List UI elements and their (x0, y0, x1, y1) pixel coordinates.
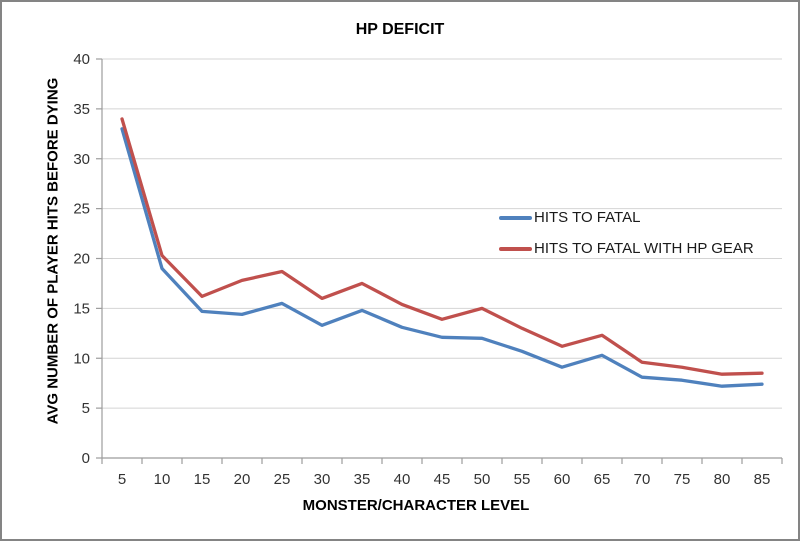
series-line-red (120, 117, 764, 376)
x-tick-label: 45 (434, 471, 451, 488)
x-tick-label: 40 (394, 471, 411, 488)
y-tick-label: 25 (73, 201, 90, 218)
legend-label-hits-to-fatal-with-hp-gear: HITS TO FATAL WITH HP GEAR (534, 240, 754, 257)
x-tick-label: 25 (274, 471, 291, 488)
x-tick-label: 15 (194, 471, 211, 488)
x-tick-label: 75 (674, 471, 691, 488)
legend-label-hits-to-fatal: HITS TO FATAL (534, 209, 641, 226)
x-axis-title: MONSTER/CHARACTER LEVEL (302, 497, 530, 514)
x-tick-label: 85 (754, 471, 771, 488)
x-tick-label: 10 (154, 471, 171, 488)
y-tick-label: 0 (82, 450, 90, 467)
x-tick-label: 50 (474, 471, 491, 488)
legend: HITS TO FATAL HITS TO FATAL WITH HP GEAR (499, 202, 754, 264)
x-tick-label: 80 (714, 471, 731, 488)
y-tick-label: 40 (73, 51, 90, 68)
y-tick-label: 30 (73, 151, 90, 168)
series-line-blue (120, 127, 764, 388)
x-tick-label: 55 (514, 471, 531, 488)
y-tick-label: 5 (82, 400, 90, 417)
x-tick-label: 35 (354, 471, 371, 488)
legend-line-red-icon (499, 246, 532, 251)
y-tick-label: 15 (73, 300, 90, 317)
x-tick-label: 5 (118, 471, 126, 488)
y-tick-label: 10 (73, 350, 90, 367)
x-tick-label: 20 (234, 471, 251, 488)
x-tick-label: 60 (554, 471, 571, 488)
chart-title: HP DEFICIT (355, 21, 445, 38)
y-tick-label: 20 (73, 251, 90, 268)
x-tick-label: 30 (314, 471, 331, 488)
legend-line-blue-icon (499, 215, 532, 220)
x-tick-label: 70 (634, 471, 651, 488)
y-tick-label: 35 (73, 101, 90, 118)
legend-item-hits-to-fatal[interactable]: HITS TO FATAL (499, 202, 754, 233)
legend-item-hits-to-fatal-with-hp-gear[interactable]: HITS TO FATAL WITH HP GEAR (499, 233, 754, 264)
x-tick-label: 65 (594, 471, 611, 488)
